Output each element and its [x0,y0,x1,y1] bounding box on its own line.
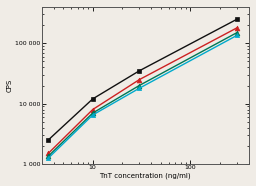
mouse [91,114,94,116]
rat [91,112,94,114]
Line: human: human [46,17,239,142]
human [47,139,50,141]
Line: canine: canine [46,25,239,156]
canine [235,27,238,29]
canine [47,152,50,155]
mouse [138,87,141,89]
human [138,70,141,72]
Y-axis label: CPS: CPS [7,79,13,92]
rat [235,32,238,34]
rat [138,84,141,87]
mouse [235,34,238,36]
canine [138,78,141,81]
Line: rat: rat [46,30,239,159]
canine [91,108,94,111]
mouse [47,157,50,159]
human [91,98,94,100]
rat [47,155,50,157]
human [235,18,238,20]
X-axis label: TnT concentration (ng/ml): TnT concentration (ng/ml) [100,173,191,179]
Line: mouse: mouse [46,33,239,160]
